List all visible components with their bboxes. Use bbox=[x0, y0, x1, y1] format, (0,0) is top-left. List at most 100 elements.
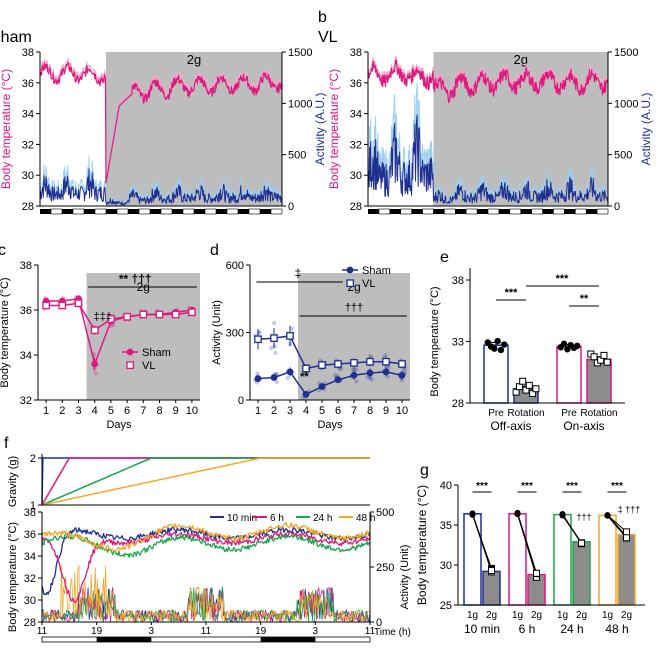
e-point-3-5 bbox=[603, 358, 611, 366]
f-xtick-label-4: 19 bbox=[255, 626, 267, 637]
c-mean-vl-8 bbox=[171, 310, 180, 319]
d-indiv-point-vl-5-2 bbox=[338, 367, 344, 372]
b-light-period-6 bbox=[509, 208, 522, 215]
d-line-vl bbox=[257, 335, 403, 370]
b-title: VL bbox=[318, 29, 338, 46]
g-pair-line-2-3 bbox=[562, 515, 582, 544]
c-mean-sham-3 bbox=[91, 360, 99, 368]
d-mean-sham-0 bbox=[254, 375, 262, 383]
e-ytick-label-0: 28 bbox=[452, 398, 464, 410]
e-group-label-1: On-axis bbox=[563, 419, 604, 433]
d-xtick-label-2: 3 bbox=[287, 405, 293, 417]
a-dark-period-4 bbox=[128, 209, 139, 214]
d-indiv-point-sham-8-1 bbox=[384, 364, 389, 370]
d-xtick-label-1: 2 bbox=[271, 405, 277, 417]
c-indiv-point-sham-3-0 bbox=[93, 371, 99, 376]
b-dark-period-9 bbox=[564, 209, 576, 214]
d-indiv-point-sham-1-1 bbox=[274, 379, 279, 385]
a-light-period-5 bbox=[160, 208, 173, 215]
c-line-vl bbox=[46, 302, 193, 331]
f-ylabel-right: Activity (Unit) bbox=[399, 545, 411, 610]
c-mean-vl-4 bbox=[107, 315, 115, 323]
e-panel-letter: e bbox=[440, 249, 449, 266]
c-xtick-label-9: 10 bbox=[186, 405, 198, 417]
d-ytick-label-1: 300 bbox=[226, 328, 244, 340]
f-right-tick-label-2: 500 bbox=[376, 507, 394, 519]
f-xtick-label-5: 3 bbox=[313, 626, 319, 637]
b-left-tick-label-0: 28 bbox=[350, 201, 362, 213]
a-right-tick-label-3: 1500 bbox=[288, 47, 312, 59]
g-bar-2g-0 bbox=[482, 570, 501, 606]
g-annotation-3: ‡ ††† bbox=[618, 505, 641, 515]
g-category-2g-2: 2g bbox=[576, 610, 587, 621]
d-xlabel: Days bbox=[317, 419, 343, 431]
c-xtick-label-8: 9 bbox=[173, 405, 179, 417]
f-legend-label-0: 10 min bbox=[227, 513, 257, 524]
g-group-label-0: 10 min bbox=[464, 622, 500, 636]
a-dark-period-10 bbox=[260, 209, 271, 214]
f-right-tick-label-1: 250 bbox=[376, 562, 394, 574]
f-left-tick-label-2: 32 bbox=[24, 573, 36, 585]
g-category-1g-3: 1g bbox=[602, 610, 613, 621]
f-temperature-trace-2 bbox=[41, 533, 370, 558]
a-ylabel-right: Activity (A.U.) bbox=[313, 93, 327, 166]
a-activity-trace bbox=[39, 168, 283, 206]
b-dark-period-3 bbox=[433, 209, 445, 214]
d-mean-vl-6 bbox=[350, 359, 358, 367]
b-right-tick-label-0: 0 bbox=[614, 201, 620, 213]
a-dark-period-2 bbox=[84, 209, 95, 214]
e-category-label-2: Pre bbox=[561, 408, 577, 419]
d-mean-sham-7 bbox=[366, 369, 374, 377]
a-light-period-7 bbox=[204, 208, 217, 215]
f-gravity-ylabel: Gravity (g) bbox=[7, 456, 19, 507]
g-bar-1g-0 bbox=[463, 513, 482, 606]
d-legend-sham-label: Sham bbox=[362, 265, 391, 277]
g-ytick-label-2: 35 bbox=[440, 520, 452, 532]
c-mean-vl-6 bbox=[139, 310, 148, 319]
e-sig-0: *** bbox=[505, 287, 519, 299]
f-gravity-ramp-2 bbox=[41, 457, 370, 506]
b-light-period-8 bbox=[553, 208, 565, 215]
d-indiv-point-vl-1-1 bbox=[271, 320, 277, 326]
a-rotation-shade bbox=[106, 52, 282, 206]
g-point-1g-3-3 bbox=[604, 512, 611, 519]
d-panel-letter: d bbox=[210, 242, 219, 259]
d-ytick-label-2: 600 bbox=[226, 260, 244, 272]
b-left-tick-label-1: 30 bbox=[350, 170, 362, 182]
d-indiv-point-sham-9-1 bbox=[399, 377, 404, 383]
f-activity-trace-3 bbox=[41, 565, 371, 623]
c-xtick-label-1: 2 bbox=[59, 405, 65, 417]
d-mean-vl-5 bbox=[334, 360, 342, 368]
a-light-period-10 bbox=[270, 208, 283, 215]
d-indiv-point-vl-6-0 bbox=[354, 367, 359, 372]
c-xtick-label-4: 5 bbox=[108, 405, 114, 417]
c-ytick-label-3: 38 bbox=[20, 260, 32, 272]
e-point-1-6 bbox=[532, 385, 540, 393]
g-group-label-2: 24 h bbox=[560, 622, 583, 636]
b-light-period-10 bbox=[596, 208, 609, 215]
g-ytick-label-0: 25 bbox=[440, 600, 452, 612]
e-point-3-4 bbox=[600, 351, 608, 359]
b-dark-period-8 bbox=[542, 209, 554, 214]
f-legend-label-1: 6 h bbox=[270, 513, 284, 524]
c-panel-letter: c bbox=[0, 242, 6, 259]
g-pair-line-3-3 bbox=[607, 515, 627, 539]
g-ylabel: Body temperature (°C) bbox=[415, 485, 429, 605]
d-xtick-label-6: 7 bbox=[351, 405, 357, 417]
a-ylabel-left: Body temperature (°C) bbox=[0, 69, 13, 189]
d-mean-vl-0 bbox=[254, 335, 262, 344]
f-left-tick-label-1: 30 bbox=[24, 595, 36, 607]
e-bar-2 bbox=[556, 345, 582, 404]
d-legend-vl-label: VL bbox=[362, 278, 375, 290]
b-dark-period-5 bbox=[477, 209, 488, 214]
a-activity-error-trace bbox=[39, 155, 283, 205]
e-point-0-4 bbox=[497, 346, 505, 354]
c-xlabel: Days bbox=[106, 419, 132, 431]
b-dark-period-7 bbox=[520, 209, 532, 214]
f-ylabel-left: Body temperature (°C) bbox=[7, 522, 19, 632]
c-line-sham bbox=[46, 298, 193, 365]
f-right-tick-label-0: 0 bbox=[376, 617, 382, 629]
a-dark-period-6 bbox=[172, 209, 183, 214]
d-mean-vl-2 bbox=[286, 332, 294, 340]
b-light-period-5 bbox=[487, 208, 500, 215]
